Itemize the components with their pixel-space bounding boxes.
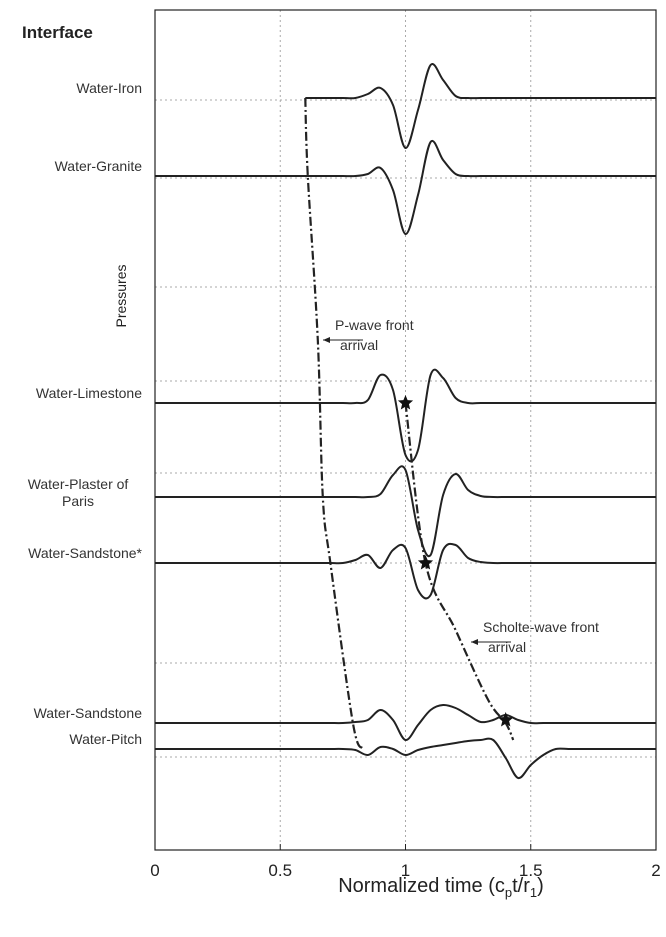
pressure-trace — [155, 465, 657, 558]
series-label-line: Water-Plaster of — [28, 476, 129, 492]
series-label: Water-Iron — [76, 80, 142, 96]
pressure-trace — [154, 139, 656, 236]
annotation: Scholte-wave front — [483, 619, 599, 635]
chart-title: Interface — [22, 23, 93, 42]
x-tick-label: 1 — [401, 861, 410, 880]
x-tick-label: 0 — [150, 861, 159, 880]
star-marker — [397, 395, 414, 410]
star-marker — [417, 555, 434, 570]
pressure-trace — [305, 62, 656, 150]
series-label: Water-Limestone — [36, 385, 142, 401]
annotation-arrowhead — [471, 639, 478, 645]
x-tick-label: 1.5 — [519, 861, 543, 880]
series-label: Water-Sandstone* — [28, 545, 142, 561]
wave-front — [304, 97, 364, 750]
pressure-trace — [155, 703, 656, 741]
pressure-trace — [154, 737, 656, 780]
annotation-arrowhead — [323, 337, 330, 343]
y-axis-label: Pressures — [113, 264, 129, 327]
wave-front — [404, 402, 515, 741]
annotation: P-wave front — [335, 317, 414, 333]
series-label: Water-Granite — [55, 158, 143, 174]
plot-frame — [154, 9, 657, 851]
series-label: Water-Plaster of Paris — [28, 476, 129, 509]
series-label-line: Paris — [62, 493, 94, 509]
star-marker — [498, 712, 514, 727]
x-tick-label: 2 — [651, 861, 660, 880]
series-label: Water-Pitch — [69, 731, 142, 747]
x-tick-label: 0.5 — [268, 861, 292, 880]
x-axis-label: Normalized time (cpt/r1) — [338, 875, 544, 900]
annotation: arrival — [488, 639, 526, 655]
pressure-trace — [155, 368, 656, 463]
annotation: arrival — [340, 337, 378, 353]
pressure-trace — [154, 542, 656, 600]
series-label: Water-Sandstone — [34, 705, 143, 721]
